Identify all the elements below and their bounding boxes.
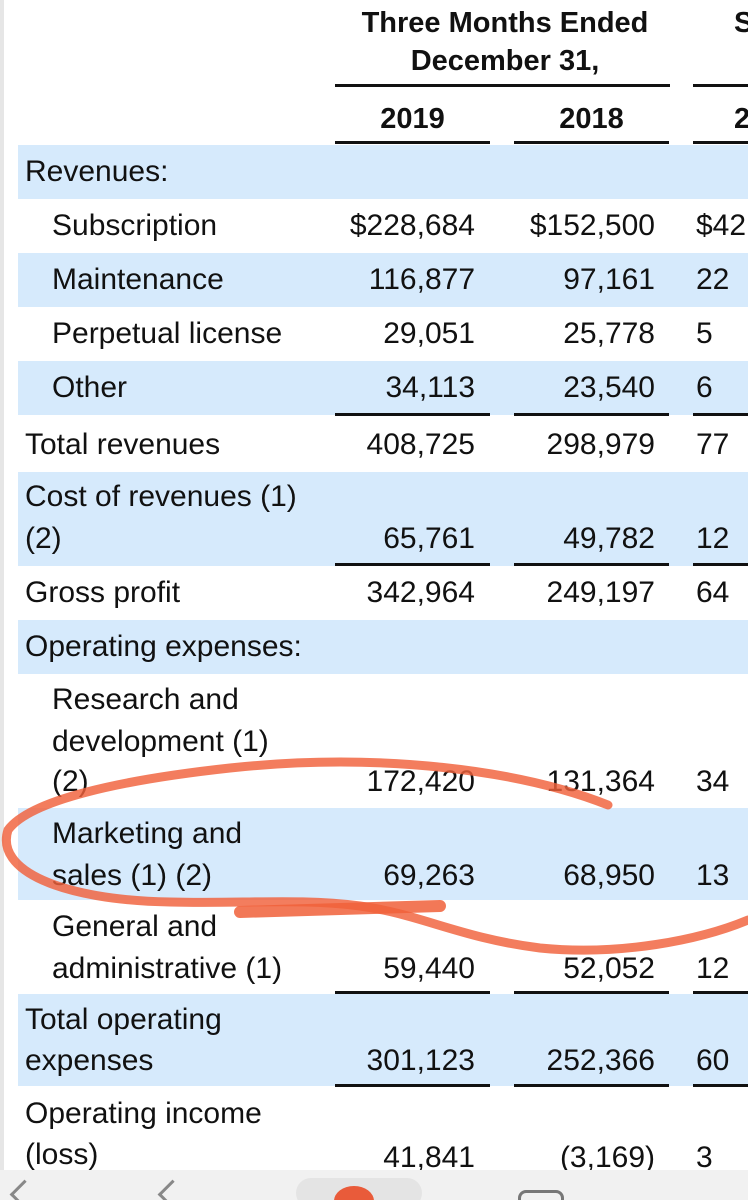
value-2018: 25,778 xyxy=(563,317,655,350)
subtotal-rule-1 xyxy=(335,991,490,994)
value-col3-partial: 34 xyxy=(696,765,730,798)
value-2018: 52,052 xyxy=(563,952,655,985)
value-2018: 97,161 xyxy=(563,263,655,296)
row-general-administrative: General and administrative (1) 59,440 52… xyxy=(18,900,748,994)
row-label-line2: (2) xyxy=(25,522,62,555)
value-2019: 29,051 xyxy=(383,317,475,350)
row-label: Revenues: xyxy=(25,155,169,188)
value-2018: (3,169) xyxy=(559,1141,655,1174)
year-col3-header-partial: 2 xyxy=(734,103,748,135)
row-label-line2: (loss) xyxy=(25,1138,99,1171)
row-label-line3: (2) xyxy=(52,765,89,798)
row-other: Other 34,113 23,540 6 xyxy=(18,361,748,415)
row-label-line2: administrative (1) xyxy=(52,952,283,985)
subtotal-rule-3 xyxy=(693,563,748,566)
value-2018: 249,197 xyxy=(546,576,655,609)
row-label-line1: Marketing and xyxy=(52,817,243,850)
subtotal-rule-3 xyxy=(693,991,748,994)
row-label-line1: Research and xyxy=(52,683,239,716)
row-label: Gross profit xyxy=(25,576,181,609)
period-header-col3-partial: S xyxy=(734,7,748,39)
value-2019: 59,440 xyxy=(383,952,475,985)
row-subscription: Subscription $228,684 $152,500 $42 xyxy=(18,199,748,253)
row-label: Total revenues xyxy=(25,428,221,461)
value-2019: 408,725 xyxy=(366,428,475,461)
value-2018: 23,540 xyxy=(563,371,655,404)
value-2018: 298,979 xyxy=(546,428,655,461)
row-label-line1: Operating income xyxy=(25,1097,262,1130)
row-marketing-sales: Marketing and sales (1) (2) 69,263 68,95… xyxy=(18,808,748,900)
app-icon[interactable] xyxy=(334,1186,374,1200)
value-col3-partial: 5 xyxy=(696,317,713,350)
subtotal-rule-3 xyxy=(693,413,748,416)
period-header: Three Months Ended December 31, xyxy=(335,4,675,80)
row-gross-profit: Gross profit 342,964 249,197 64 xyxy=(18,566,748,620)
value-col3-partial: 22 xyxy=(696,263,730,296)
subtotal-rule-1 xyxy=(335,1084,490,1087)
year-2019-header: 2019 xyxy=(380,103,445,135)
value-2019: 172,420 xyxy=(366,765,475,798)
row-total-revenues: Total revenues 408,725 298,979 77 xyxy=(18,416,748,472)
row-label-line2: expenses xyxy=(25,1044,154,1077)
value-2019: 34,113 xyxy=(385,371,475,404)
row-label-line1: Cost of revenues (1) xyxy=(25,480,297,513)
year-2018-header: 2018 xyxy=(559,103,624,135)
value-col3-partial: 60 xyxy=(696,1044,730,1077)
value-2018: 49,782 xyxy=(563,522,655,555)
value-2019: 116,877 xyxy=(368,263,475,296)
subtotal-rule-1 xyxy=(335,413,490,416)
subtotal-rule-2 xyxy=(514,563,669,566)
subtotal-rule-2 xyxy=(514,1084,669,1087)
value-col3-partial: 13 xyxy=(696,859,730,892)
subtotal-rule-1 xyxy=(335,563,490,566)
value-2019: $228,684 xyxy=(349,209,475,242)
row-label: Subscription xyxy=(52,209,218,242)
value-col3-partial: 12 xyxy=(696,522,730,555)
value-2018: 252,366 xyxy=(546,1044,655,1077)
left-edge-strip xyxy=(0,0,4,1170)
header-rule-col3 xyxy=(693,84,748,87)
row-label: Maintenance xyxy=(52,263,224,296)
subtotal-rule-2 xyxy=(514,991,669,994)
period-header-line2: December 31, xyxy=(410,45,600,77)
value-2019: 301,123 xyxy=(366,1044,475,1077)
value-col3-partial: 77 xyxy=(696,428,730,461)
row-operating-income: Operating income (loss) 41,841 (3,169) 3 xyxy=(18,1087,748,1174)
value-2019: 69,263 xyxy=(383,859,475,892)
value-2019: 65,761 xyxy=(383,522,475,555)
row-maintenance: Maintenance 116,877 97,161 22 xyxy=(18,253,748,307)
row-label-line2: development (1) xyxy=(52,725,269,758)
row-label: Other xyxy=(52,371,128,404)
value-col3-partial: 6 xyxy=(696,371,713,404)
year-rule-2 xyxy=(514,141,669,144)
value-2019: 342,964 xyxy=(366,576,475,609)
row-label-line2: sales (1) (2) xyxy=(52,859,213,892)
row-operating-expenses: Operating expenses: xyxy=(18,620,748,674)
row-label-line1: General and xyxy=(52,910,218,943)
row-label: Operating expenses: xyxy=(25,630,302,663)
value-col3-partial: 64 xyxy=(696,576,730,609)
value-2018: 68,950 xyxy=(563,859,655,892)
value-2018: $152,500 xyxy=(529,209,655,242)
row-cost-of-revenues: Cost of revenues (1) (2) 65,761 49,782 1… xyxy=(18,472,748,566)
row-total-operating-expenses: Total operating expenses 301,123 252,366… xyxy=(18,994,748,1086)
row-perpetual-license: Perpetual license 29,051 25,778 5 xyxy=(18,307,748,361)
value-2019: 41,841 xyxy=(383,1141,475,1174)
subtotal-rule-2 xyxy=(514,413,669,416)
value-2018: 131,364 xyxy=(546,765,655,798)
row-revenues: Revenues: xyxy=(18,145,748,199)
row-label-line1: Total operating xyxy=(25,1003,222,1036)
period-header-line1: Three Months Ended xyxy=(361,7,649,39)
year-rule-3 xyxy=(693,141,748,144)
year-rule-1 xyxy=(335,141,490,144)
subtotal-rule-3 xyxy=(693,1084,748,1087)
row-research-development: Research and development (1) (2) 172,420… xyxy=(18,674,748,808)
tabs-icon[interactable] xyxy=(518,1190,564,1200)
value-col3-partial: 3 xyxy=(696,1141,713,1174)
row-label: Perpetual license xyxy=(52,317,283,350)
value-col3-partial: $42 xyxy=(696,209,747,242)
header-rule xyxy=(335,84,670,87)
value-col3-partial: 12 xyxy=(696,952,730,985)
